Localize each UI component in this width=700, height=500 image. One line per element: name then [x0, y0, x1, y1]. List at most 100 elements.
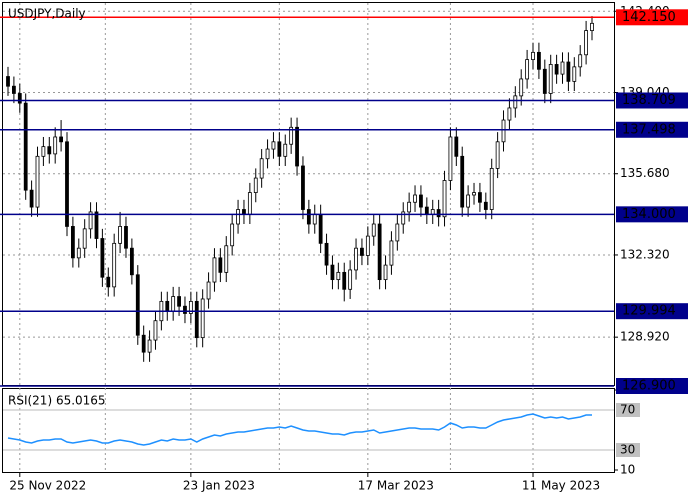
candle-body [578, 54, 583, 68]
candle-body [171, 296, 176, 312]
candle-body [289, 126, 294, 145]
rsi-level-box [616, 443, 640, 457]
candle-body [218, 257, 223, 273]
candle-body [135, 274, 140, 336]
candle-body [472, 192, 476, 196]
candle-body [560, 61, 565, 75]
candle-body [35, 155, 40, 208]
rsi-tick-label: 30 [620, 443, 635, 457]
candle-body [436, 209, 441, 218]
candle-body [401, 211, 406, 225]
candle-body [29, 189, 34, 208]
candle-body [177, 296, 181, 307]
level-box [616, 206, 688, 223]
x-tick-label: 25 Nov 2022 [9, 479, 86, 493]
level-box [616, 121, 688, 138]
candle-body [519, 78, 524, 97]
candle-body [17, 93, 22, 104]
candle-body [70, 226, 75, 259]
candle-body [295, 126, 299, 167]
candle-body [100, 238, 105, 278]
candle-body [354, 247, 358, 271]
candle-body [112, 242, 117, 288]
candle-body [548, 64, 553, 94]
candle-body [230, 223, 235, 247]
candle-body [501, 119, 506, 143]
candle-body [59, 136, 63, 143]
candle-body [407, 201, 412, 213]
candle-body [330, 264, 335, 281]
chart-title: USDJPY,Daily [8, 7, 86, 21]
candle-body [212, 257, 217, 283]
candle-body [259, 158, 264, 179]
level-box [616, 92, 688, 109]
candle-body [106, 276, 111, 288]
rsi-line [7, 413, 593, 446]
candle-body [365, 235, 370, 256]
candle-body [247, 192, 252, 215]
candle-body [572, 66, 577, 82]
candle-body [141, 334, 146, 353]
candle-body [76, 247, 81, 259]
candle-body [377, 223, 382, 281]
candle-body [194, 300, 199, 339]
x-tick-label: 11 May 2023 [522, 479, 600, 493]
candle-body [342, 271, 347, 290]
candle-body [442, 180, 447, 218]
candle-body [183, 305, 187, 314]
candle-body [383, 264, 388, 281]
rsi-panel [2, 388, 615, 473]
candle-body [460, 155, 465, 208]
rsi-tick-label: 70 [620, 403, 635, 417]
candle-body [283, 143, 288, 157]
candle-body [525, 59, 530, 80]
candle-body [419, 194, 423, 208]
candle-body [65, 141, 69, 227]
candle-body [82, 228, 87, 249]
candle-body [413, 194, 417, 203]
candle-body [466, 194, 471, 208]
candle-body [454, 136, 459, 157]
candle-body [554, 64, 559, 75]
candle-body [312, 213, 317, 225]
rsi-level-box [616, 403, 640, 417]
candle-body [271, 141, 276, 150]
x-tick-label: 17 Mar 2023 [358, 479, 434, 493]
candle-body [124, 226, 128, 249]
candle-body [253, 177, 258, 193]
candle-body [236, 209, 240, 225]
candle-body [188, 300, 193, 314]
candle-body [94, 211, 99, 239]
level-box [616, 378, 688, 394]
overlay: 142.150 138.709 137.498 134.000 129.994 126.9… [0, 9, 688, 394]
candle-body [265, 148, 270, 160]
candle-body [206, 281, 211, 300]
candle-body [41, 146, 46, 157]
candle-body [129, 247, 134, 276]
level-label: 138.709 [622, 93, 676, 108]
level-label: 137.498 [622, 122, 676, 137]
candle-body [11, 85, 16, 94]
y-tick-label: 135.680 [620, 166, 670, 180]
candle-body [6, 76, 10, 87]
candle-body [424, 206, 429, 215]
candle-body [165, 300, 170, 312]
candle-body [483, 201, 488, 210]
level-label: 134.000 [622, 207, 676, 222]
x-tick-label: 23 Jan 2023 [183, 479, 255, 493]
candle-body [542, 68, 547, 94]
candle-body [495, 141, 500, 169]
candle-body [489, 168, 494, 210]
candle-body [584, 30, 589, 56]
candle-body [531, 51, 535, 61]
rsi-tick-label: 10 [620, 463, 635, 477]
candle-body [153, 320, 158, 341]
candle-body [371, 223, 376, 237]
candle-body [360, 247, 364, 256]
candle-body [395, 223, 400, 242]
candle-body [47, 146, 52, 155]
candle-body [389, 240, 394, 266]
candle-body [224, 245, 229, 273]
